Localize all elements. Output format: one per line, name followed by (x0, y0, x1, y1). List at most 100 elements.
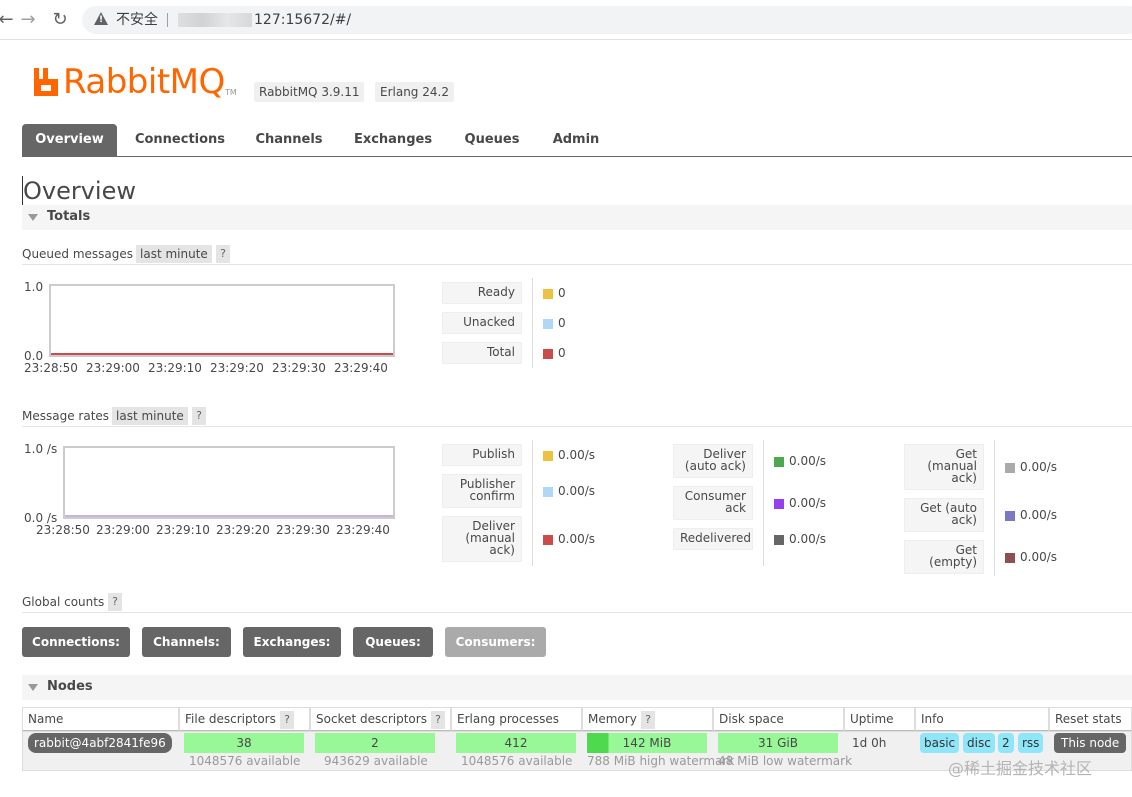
disk-space-bar: 31 GiB (718, 733, 838, 753)
info-tag-basic[interactable]: basic (920, 733, 960, 753)
legend-total-swatch (543, 349, 553, 359)
legend-consumer-ack-label: Consumer ack (673, 486, 753, 520)
forward-icon[interactable]: → (20, 9, 36, 30)
x-tick: 23:29:10 (156, 523, 210, 537)
tab-overview[interactable]: Overview (22, 124, 117, 157)
socket-descriptors-available: 943629 available (324, 754, 428, 768)
erlang-processes-bar: 412 (456, 733, 576, 753)
queued-range-selector[interactable]: last minute (136, 245, 212, 263)
consumers-count-button[interactable]: Consumers: 1 (445, 627, 546, 679)
count-value: 1 (388, 665, 398, 679)
tab-admin[interactable]: Admin (552, 132, 600, 147)
count-value: 9 (287, 665, 297, 679)
col-header-erlang-processes: Erlang processes (451, 707, 582, 731)
count-label: Connections: (32, 635, 120, 649)
legend-line: (empty) (929, 555, 977, 569)
info-tag-rss[interactable]: rss (1018, 733, 1044, 753)
x-tick: 23:29:10 (148, 361, 202, 375)
erlang-version-badge: Erlang 24.2 (375, 82, 454, 102)
legend-deliver-manual-label: Deliver (manual ack) (442, 516, 522, 562)
address-bar[interactable]: ! 不安全 127:15672/#/ (82, 6, 1132, 34)
queued-messages-header: Queued messages last minute ? (22, 245, 1132, 265)
count-value: 1 (491, 665, 500, 679)
rabbitmq-logo-icon (34, 68, 58, 96)
logo-text: RabbitMQ (63, 62, 225, 102)
insecure-label: 不安全 (116, 12, 158, 28)
totals-section-toggle[interactable]: Totals (22, 205, 1132, 230)
help-button[interactable]: ? (641, 711, 655, 729)
tab-exchanges[interactable]: Exchanges (353, 132, 433, 147)
legend-ready-value: 0 (558, 286, 566, 300)
col-header-file-descriptors: File descriptors? (179, 707, 310, 731)
uptime-value: 1d 0h (852, 736, 887, 750)
legend-redelivered-value: 0.00/s (789, 532, 827, 546)
channels-count-button[interactable]: Channels: 3 (142, 627, 231, 679)
help-button[interactable]: ? (431, 711, 445, 729)
page-title: Overview (22, 176, 136, 206)
exchanges-count-button[interactable]: Exchanges: 9 (243, 627, 341, 679)
legend-line: Get (955, 447, 977, 461)
reset-stats-button[interactable]: This node (1054, 733, 1127, 753)
legend-redelivered-swatch (774, 535, 784, 545)
x-tick: 23:29:30 (272, 361, 326, 375)
rabbitmq-version-badge: RabbitMQ 3.9.11 (254, 82, 365, 102)
legend-publish-label: Publish (442, 444, 522, 466)
legend-unacked-label: Unacked (442, 312, 522, 334)
legend-ready-label: Ready (442, 282, 522, 304)
global-counts-help-button[interactable]: ? (108, 593, 122, 611)
help-button[interactable]: ? (280, 711, 294, 729)
legend-line: Get (955, 543, 977, 557)
rates-series-line (65, 515, 393, 517)
col-header-disk-space: Disk space (713, 707, 844, 731)
legend-line: confirm (469, 489, 515, 503)
back-icon[interactable]: ← (0, 9, 14, 30)
info-tag-count[interactable]: 2 (998, 733, 1014, 753)
tab-channels[interactable]: Channels (255, 132, 323, 147)
global-counts-header: Global counts ? (22, 593, 1132, 613)
x-tick: 23:29:20 (216, 523, 270, 537)
legend-line: Publisher (459, 477, 515, 491)
nodes-section-toggle[interactable]: Nodes (22, 675, 1132, 700)
legend-line: Deliver (703, 447, 746, 461)
legend-total-label: Total (442, 342, 522, 364)
col-header-uptime: Uptime (844, 707, 915, 731)
queued-help-button[interactable]: ? (216, 245, 230, 263)
message-rates-header: Message rates last minute ? (22, 407, 1132, 427)
x-tick: 23:29:20 (210, 361, 264, 375)
queued-messages-chart (49, 284, 395, 357)
col-header-socket-descriptors: Socket descriptors? (310, 707, 451, 731)
rates-range-selector[interactable]: last minute (112, 407, 188, 425)
legend-deliver-auto-swatch (774, 457, 784, 467)
erlang-processes-available: 1048576 available (461, 754, 573, 768)
col-header-label: Socket descriptors (316, 712, 427, 726)
x-tick: 23:29:40 (336, 523, 390, 537)
info-tag-disc[interactable]: disc (963, 733, 995, 753)
count-label: Exchanges: (253, 635, 331, 649)
legend-consumer-ack-value: 0.00/s (789, 496, 827, 510)
legend-get-empty-label: Get (empty) (904, 540, 984, 574)
rates-help-button[interactable]: ? (192, 407, 206, 425)
count-value: 3 (182, 665, 191, 679)
queues-count-button[interactable]: Queues: 1 (353, 627, 433, 679)
x-tick: 23:29:30 (276, 523, 330, 537)
warning-icon: ! (94, 12, 108, 25)
node-name-link[interactable]: rabbit@4abf2841fe96 (28, 733, 172, 753)
connections-count-button[interactable]: Connections: 2 (22, 627, 130, 679)
legend-divider (532, 440, 533, 566)
reload-icon[interactable]: ↻ (52, 9, 68, 30)
tab-connections[interactable]: Connections (134, 132, 226, 147)
legend-ready-swatch (543, 289, 553, 299)
socket-descriptors-bar: 2 (315, 733, 435, 753)
message-rates-title: Message rates (22, 409, 110, 423)
legend-unacked-value: 0 (558, 316, 566, 330)
legend-publish-swatch (543, 451, 553, 461)
tab-queues[interactable]: Queues (464, 132, 520, 147)
url-text[interactable]: 127:15672/#/ (254, 12, 352, 28)
legend-divider (532, 278, 533, 368)
x-tick: 23:28:50 (24, 361, 78, 375)
legend-deliver-auto-value: 0.00/s (789, 454, 827, 468)
x-tick: 23:29:00 (86, 361, 140, 375)
legend-get-auto-swatch (1005, 511, 1015, 521)
nodes-heading: Nodes (47, 679, 93, 694)
file-descriptors-available: 1048576 available (189, 754, 301, 768)
